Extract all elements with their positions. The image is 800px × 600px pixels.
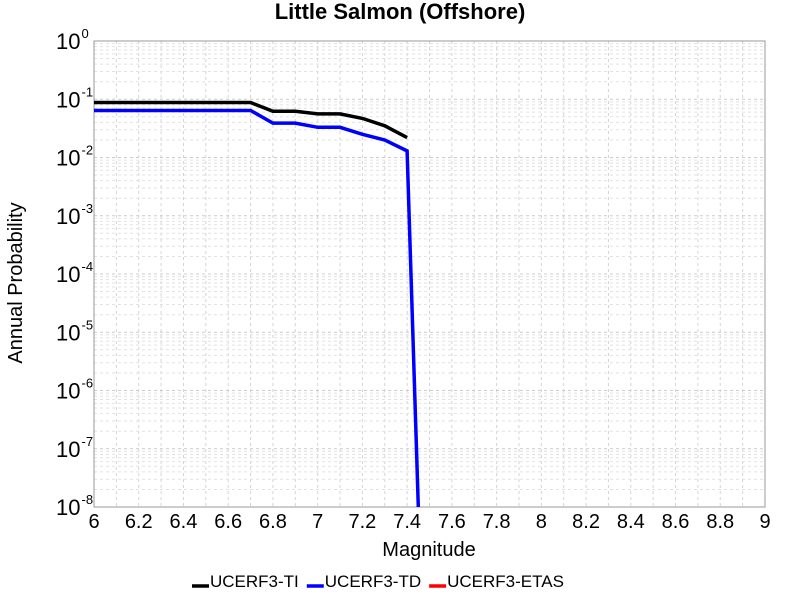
y-tick-label: 10-4 [56,259,93,287]
x-tick-label: 6.4 [170,511,198,533]
x-tick-label: 8.4 [617,511,645,533]
x-axis-ticks: 6 6.2 6.4 6.6 6.8 7 7.2 7.4 7.6 7.8 8 8.2 8.4 8.6 8.8 9 [88,511,770,533]
legend-item: UCERF3-TD [306,572,421,591]
y-tick-label: 10-6 [56,376,93,404]
y-axis-label: Annual Probability [5,202,27,363]
x-tick-label: 8 [536,511,547,533]
plot-area [93,40,766,508]
x-tick-label: 7.4 [393,511,421,533]
y-tick-label: 10-1 [56,84,93,112]
legend: UCERF3-TI UCERF3-TD UCERF3-ETAS [192,572,564,591]
x-tick-label: 8.8 [706,511,734,533]
x-tick-label: 7.8 [483,511,511,533]
x-tick-label: 6.6 [214,511,242,533]
legend-item: UCERF3-ETAS [429,572,564,591]
x-tick-label: 7 [312,511,323,533]
x-tick-label: 7.6 [438,511,466,533]
y-tick-label: 10-8 [56,492,93,520]
y-tick-label: 10-3 [56,201,93,229]
x-axis-label: Magnitude [382,539,475,561]
y-tick-label: 100 [56,26,89,54]
y-tick-label: 10-7 [56,434,93,462]
y-tick-label: 10-2 [56,143,93,171]
series-lines [94,100,421,508]
grid-lines [93,41,766,508]
x-tick-label: 7.2 [348,511,376,533]
legend-label: UCERF3-TD [325,572,421,591]
series-line-ucerf3-ti [94,100,408,140]
x-tick-label: 6.8 [259,511,287,533]
y-axis-ticks: 10-8 10-7 10-6 10-5 10-4 10-3 10-2 10-1 100 [56,26,93,520]
x-tick-label: 6 [88,511,99,533]
legend-label: UCERF3-ETAS [447,572,564,591]
y-tick-label: 10-5 [56,317,93,345]
legend-label: UCERF3-TI [210,572,299,591]
chart-title: Little Salmon (Offshore) [275,0,526,24]
series-line-ucerf3-td [94,108,421,508]
x-tick-label: 6.2 [125,511,153,533]
x-tick-label: 8.6 [662,511,690,533]
legend-item: UCERF3-TI [192,572,299,591]
x-tick-label: 9 [759,511,770,533]
x-tick-label: 8.2 [572,511,600,533]
